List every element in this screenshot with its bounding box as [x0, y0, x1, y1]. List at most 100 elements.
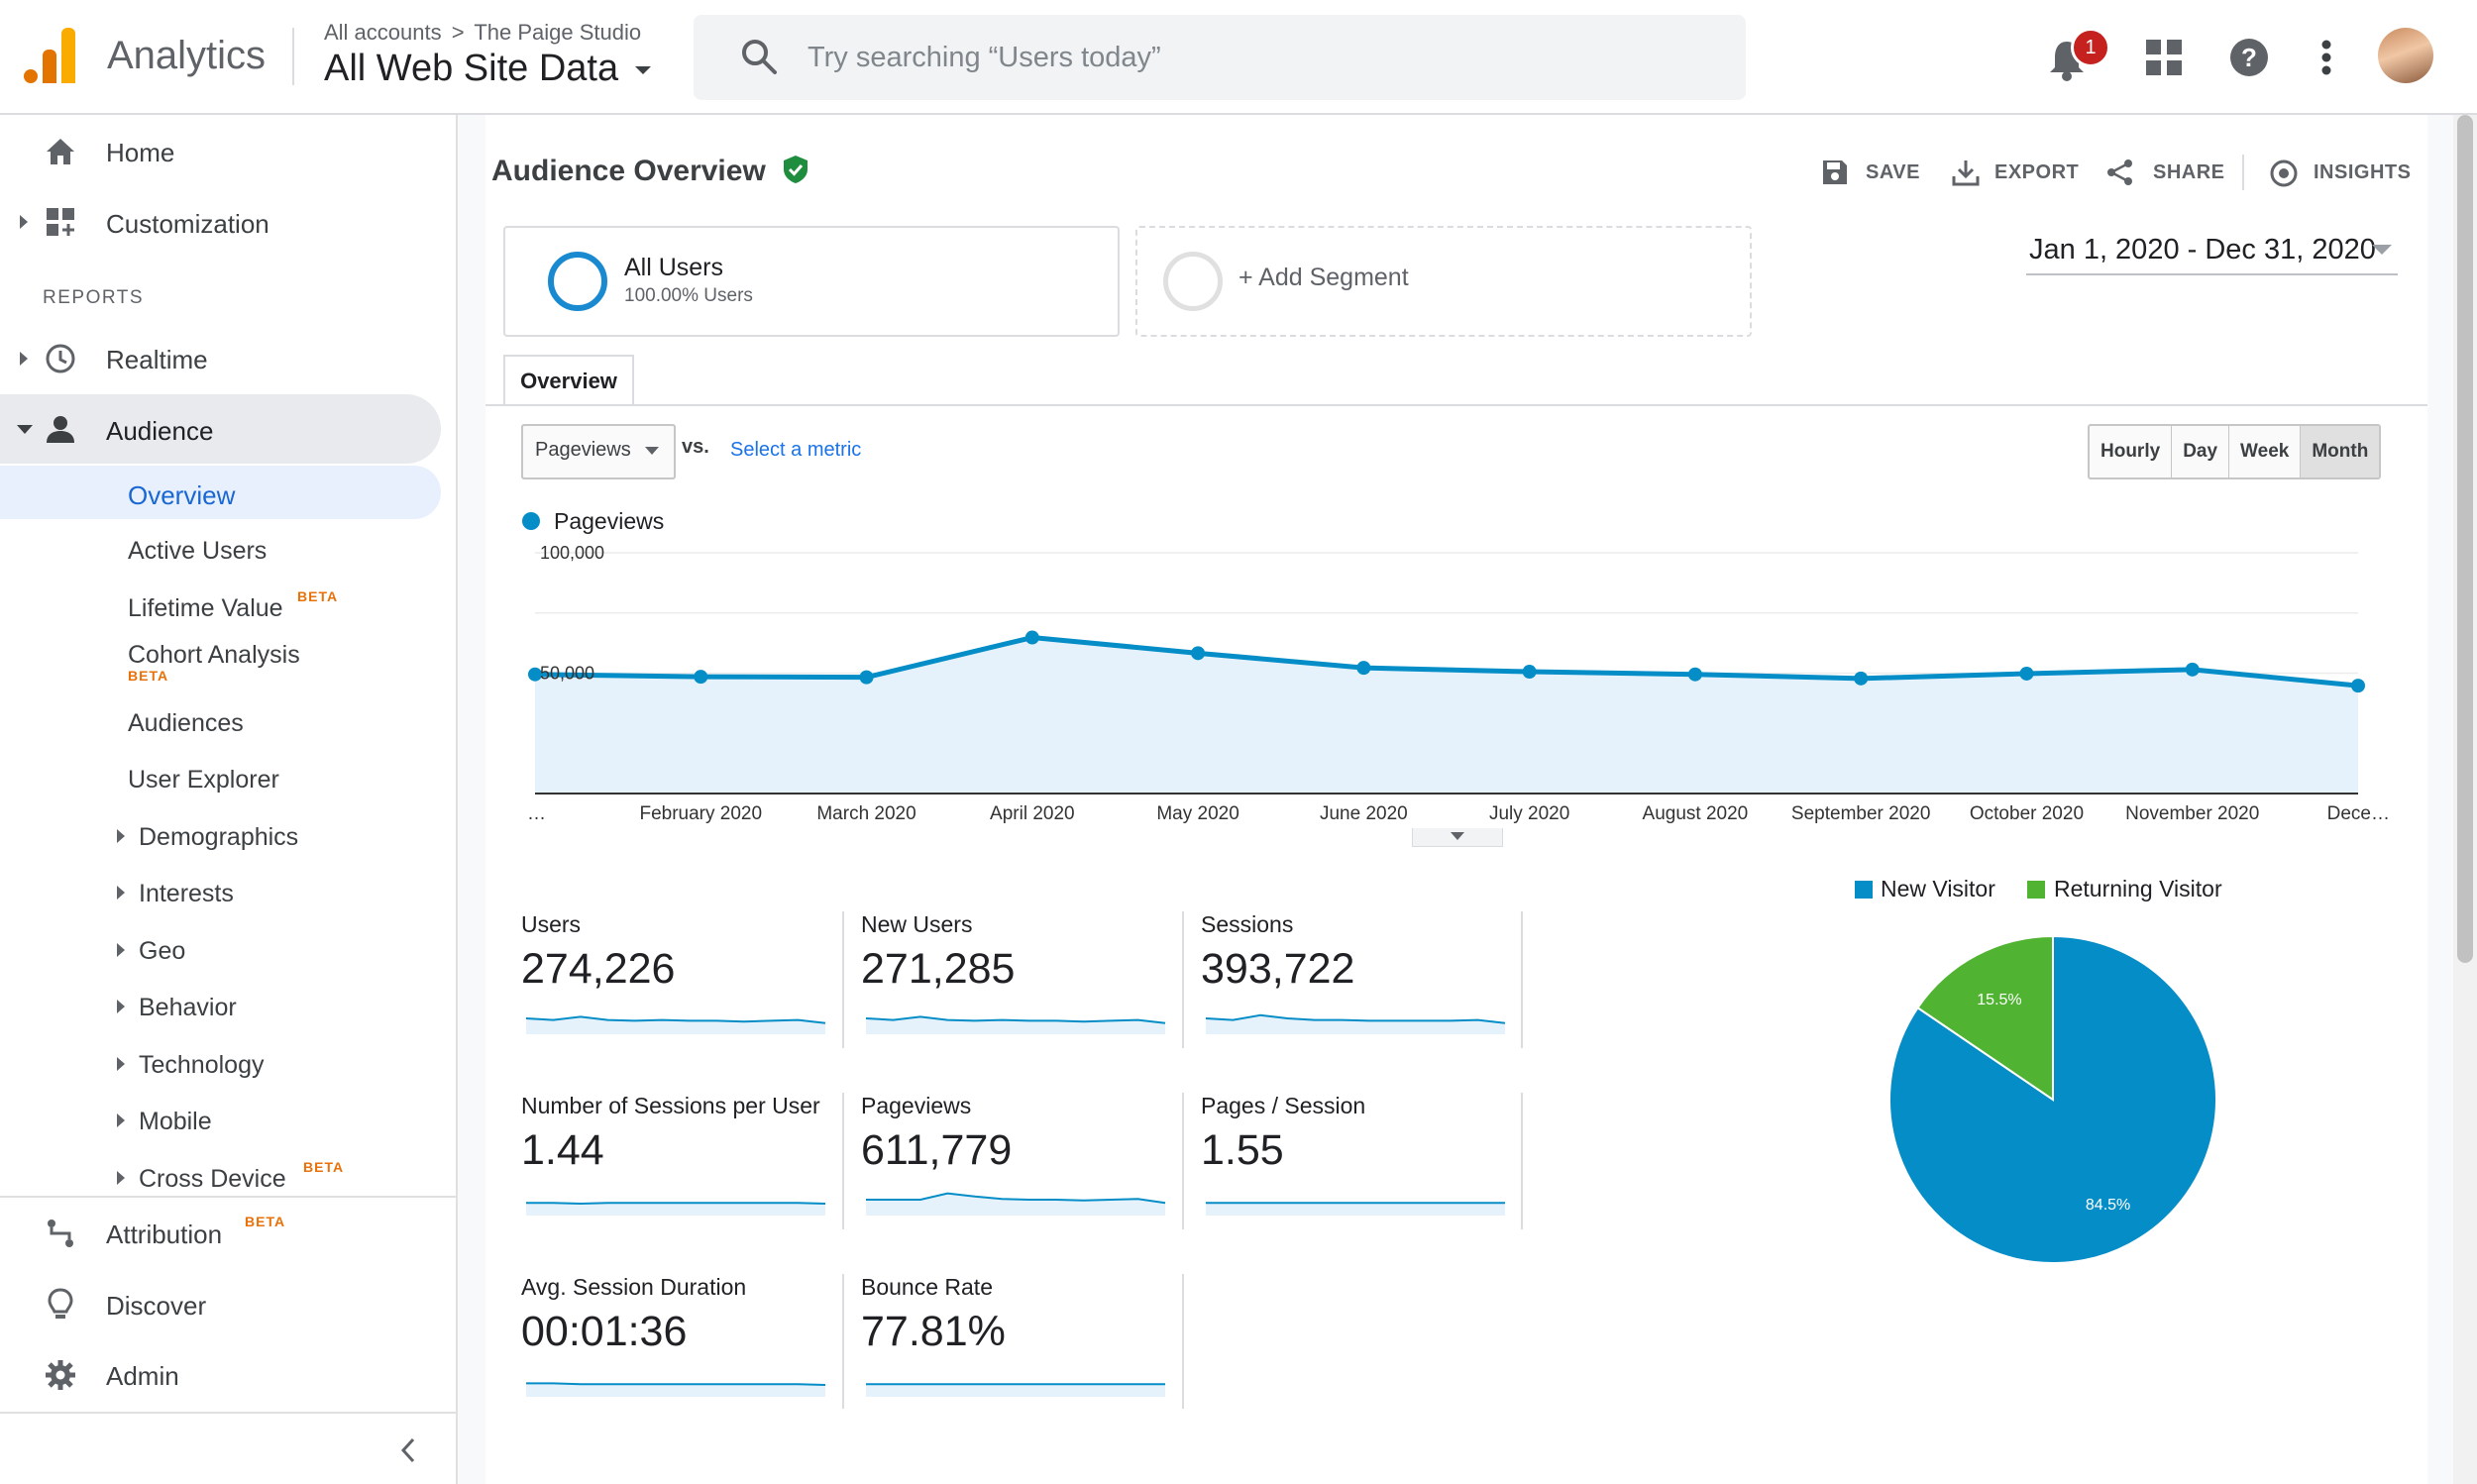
scorecard[interactable]: Users 274,226 — [521, 911, 848, 1048]
page-title: Audience Overview — [491, 155, 809, 188]
insights-icon[interactable] — [2269, 159, 2299, 188]
download-icon[interactable] — [1952, 159, 1980, 186]
top-bar: Analytics All accounts > The Paige Studi… — [0, 0, 2477, 115]
add-segment-button[interactable]: + Add Segment — [1135, 226, 1752, 337]
scorecard-value: 77.81% — [861, 1308, 1006, 1355]
data-point[interactable] — [2351, 679, 2365, 693]
data-point[interactable] — [859, 670, 874, 685]
analytics-logo-icon[interactable] — [24, 28, 75, 83]
nav-attribution[interactable]: Attribution — [106, 1219, 223, 1249]
expand-arrow-icon[interactable] — [117, 1113, 125, 1127]
granularity-week[interactable]: Week — [2229, 426, 2302, 477]
data-point[interactable] — [1687, 667, 1702, 682]
help-icon[interactable]: ? — [2229, 38, 2269, 77]
breadcrumb-accounts[interactable]: All accounts — [324, 20, 442, 45]
nav-home[interactable]: Home — [106, 138, 175, 167]
apps-grid-icon[interactable] — [2146, 40, 2182, 75]
nav-cross-device[interactable]: Cross Device — [139, 1165, 286, 1193]
expand-arrow-icon[interactable] — [117, 886, 125, 900]
chevron-down-icon[interactable] — [17, 425, 33, 435]
expand-arrow-icon[interactable] — [117, 1171, 125, 1185]
nav-technology[interactable]: Technology — [139, 1051, 265, 1079]
nav-audiences[interactable]: Audiences — [128, 709, 244, 737]
nav-realtime[interactable]: Realtime — [106, 345, 208, 374]
chart-resize-handle[interactable] — [1412, 828, 1503, 847]
scorecard-value: 00:01:36 — [521, 1308, 688, 1355]
nav-discover[interactable]: Discover — [106, 1291, 207, 1321]
expand-arrow-icon[interactable] — [117, 1057, 125, 1071]
search-bar[interactable] — [694, 15, 1746, 100]
data-point[interactable] — [1522, 665, 1537, 680]
x-tick-label: February 2020 — [639, 803, 762, 824]
share-icon[interactable] — [2106, 159, 2134, 186]
expand-arrow-icon[interactable] — [117, 1000, 125, 1013]
nav-admin[interactable]: Admin — [106, 1361, 179, 1391]
segment-all-users[interactable]: All Users 100.00% Users — [503, 226, 1120, 337]
data-point[interactable] — [1854, 671, 1869, 686]
export-button[interactable]: EXPORT — [1994, 161, 2080, 183]
chevron-down-icon[interactable] — [2372, 245, 2392, 257]
granularity-hourly[interactable]: Hourly — [2090, 426, 2173, 477]
nav-lifetime-value[interactable]: Lifetime Value — [128, 594, 283, 622]
avatar[interactable] — [2378, 28, 2433, 83]
nav-overview[interactable]: Overview — [128, 480, 236, 510]
gear-icon — [46, 1360, 75, 1390]
home-icon — [47, 139, 74, 164]
select-metric-link[interactable]: Select a metric — [730, 439, 862, 461]
pageviews-line-chart: 100,000 50,000 … February 2020 March 2020 Apr… — [527, 543, 2390, 824]
scorecard[interactable]: Number of Sessions per User 1.44 — [521, 1093, 848, 1229]
pie-slice[interactable] — [1916, 934, 2054, 1102]
scorecard-sparkline — [1205, 1013, 1506, 1034]
scorecard-sparkline — [866, 1192, 1166, 1216]
scrollbar-thumb[interactable] — [2457, 115, 2473, 963]
search-input[interactable]: Try searching “Users today” — [808, 42, 1161, 73]
scorecard[interactable]: Pageviews 611,779 — [861, 1093, 1188, 1229]
scorecard[interactable]: Bounce Rate 77.81% — [861, 1274, 1188, 1411]
share-button[interactable]: SHARE — [2153, 161, 2225, 183]
nav-audience[interactable]: Audience — [106, 416, 214, 446]
nav-cohort-analysis[interactable]: Cohort Analysis — [128, 641, 300, 669]
scorecard[interactable]: Sessions 393,722 — [1201, 911, 1528, 1048]
product-name[interactable]: Analytics — [107, 34, 267, 77]
nav-interests[interactable]: Interests — [139, 880, 234, 907]
date-range-picker[interactable]: Jan 1, 2020 - Dec 31, 2020 — [2029, 234, 2376, 265]
more-vert-icon[interactable] — [2320, 40, 2332, 75]
nav-active-users[interactable]: Active Users — [128, 537, 268, 565]
nav-customization[interactable]: Customization — [106, 209, 269, 239]
data-point[interactable] — [1356, 661, 1371, 676]
x-tick-label: August 2020 — [1643, 803, 1749, 824]
granularity-month[interactable]: Month — [2301, 426, 2380, 477]
nav-geo[interactable]: Geo — [139, 937, 186, 965]
breadcrumb-account[interactable]: The Paige Studio — [474, 20, 642, 45]
nav-behavior[interactable]: Behavior — [139, 994, 237, 1021]
data-point[interactable] — [1024, 630, 1039, 645]
expand-arrow-icon[interactable] — [20, 352, 28, 366]
expand-arrow-icon[interactable] — [117, 943, 125, 957]
data-point[interactable] — [528, 667, 542, 682]
breadcrumb[interactable]: All accounts > The Paige Studio — [324, 20, 641, 46]
tab-overview[interactable]: Overview — [503, 355, 634, 406]
vs-label: vs. — [682, 436, 709, 458]
divider — [842, 911, 844, 1048]
nav-user-explorer[interactable]: User Explorer — [128, 766, 279, 794]
view-selector[interactable]: All Web Site Data — [324, 48, 653, 90]
save-button[interactable]: SAVE — [1866, 161, 1920, 183]
granularity-day[interactable]: Day — [2172, 426, 2230, 477]
chevron-down-icon — [1451, 832, 1464, 840]
expand-arrow-icon[interactable] — [117, 829, 125, 843]
nav-demographics[interactable]: Demographics — [139, 823, 299, 851]
data-point[interactable] — [1191, 646, 1206, 661]
scorecard[interactable]: Pages / Session 1.55 — [1201, 1093, 1528, 1229]
insights-button[interactable]: INSIGHTS — [2314, 161, 2412, 183]
pie-slice[interactable] — [1888, 934, 2217, 1264]
save-icon[interactable] — [1822, 159, 1848, 185]
data-point[interactable] — [2019, 666, 2034, 681]
scorecard[interactable]: New Users 271,285 — [861, 911, 1188, 1048]
expand-arrow-icon[interactable] — [20, 215, 28, 229]
nav-mobile[interactable]: Mobile — [139, 1108, 212, 1135]
data-point[interactable] — [2185, 662, 2200, 677]
data-point[interactable] — [694, 670, 708, 685]
collapse-sidebar-icon[interactable] — [400, 1437, 416, 1463]
scorecard[interactable]: Avg. Session Duration 00:01:36 — [521, 1274, 848, 1411]
x-tick-label: May 2020 — [1156, 803, 1238, 824]
